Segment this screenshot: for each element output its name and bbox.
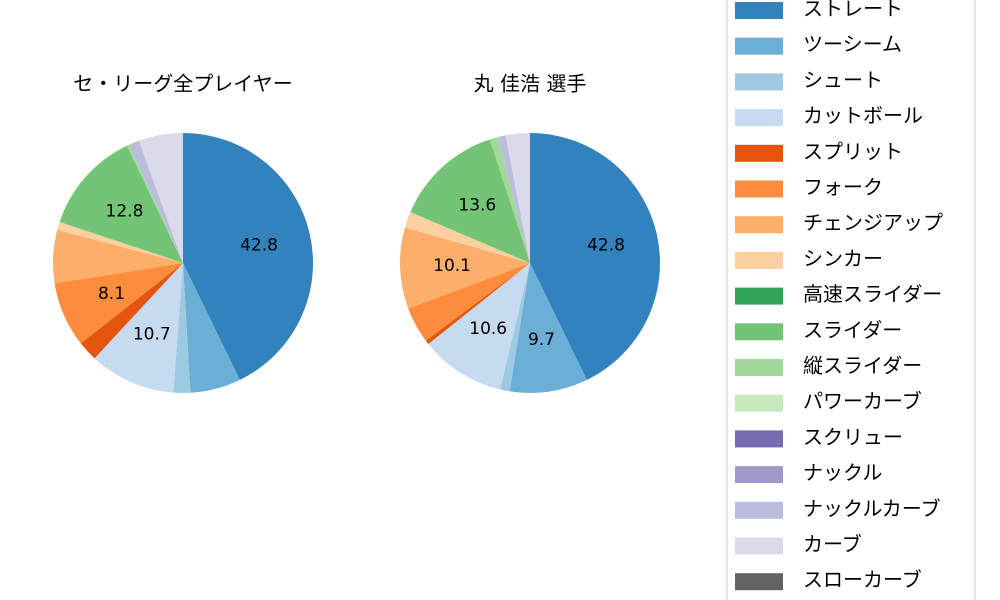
pie-slice [80, 263, 183, 359]
legend-label: スクリュー [803, 425, 903, 449]
pie-slice [183, 263, 240, 393]
pie-slice [57, 222, 183, 263]
legend-label: スライダー [803, 318, 902, 342]
pie-slice [505, 133, 530, 263]
legend-swatch [735, 323, 783, 341]
legend-label: ツーシーム [803, 32, 902, 56]
legend-label: パワーカーブ [803, 389, 922, 413]
pie-slice [53, 229, 183, 284]
legend-swatch [735, 109, 783, 127]
data-label: 13.6 [458, 195, 496, 215]
data-label: 8.1 [98, 284, 125, 304]
pie-slice [425, 263, 530, 344]
legend-label: ナックル [803, 461, 882, 485]
pie-slice [173, 263, 191, 393]
legend-label: 縦スライダー [803, 354, 922, 378]
legend-swatch [735, 180, 783, 198]
data-label: 10.7 [133, 324, 171, 344]
pie-slice [408, 263, 530, 341]
legend-swatch [735, 216, 783, 234]
pie-slice [126, 144, 183, 263]
legend-swatch [735, 394, 783, 412]
legend-swatch [735, 144, 783, 162]
pie-slice [500, 263, 530, 392]
pie-slice [129, 140, 183, 263]
data-label: 12.8 [106, 201, 144, 221]
legend-frame [726, 0, 976, 600]
data-label: 10.6 [469, 319, 507, 339]
pie-slice [410, 139, 530, 263]
legend-label: シンカー [803, 246, 883, 270]
legend-swatch [735, 359, 783, 376]
pie-slice [54, 263, 183, 344]
pie-slice [138, 133, 183, 263]
data-label: 10.1 [433, 256, 471, 276]
pie-slice [94, 263, 183, 393]
legend-label: カーブ [803, 532, 862, 556]
pie-slice [404, 212, 530, 263]
legend-label: スローカーブ [803, 568, 922, 592]
legend-swatch [735, 466, 783, 484]
data-label: 42.8 [587, 236, 625, 256]
legend-swatch [735, 73, 783, 91]
pie-slice [509, 263, 587, 393]
legend-label: チェンジアップ [803, 211, 943, 235]
legend-swatch [735, 251, 783, 269]
legend-swatch [735, 287, 783, 305]
data-label: 42.8 [240, 236, 278, 256]
pie-slice [59, 145, 183, 263]
legend-swatch [735, 430, 783, 448]
legend-label: 高速スライダー [803, 282, 942, 306]
legend-label: カットボール [803, 104, 923, 128]
data-label: 9.7 [528, 330, 555, 350]
legend-label: スプリット [803, 139, 903, 163]
legend-swatch [735, 537, 783, 555]
pie-slice [428, 263, 530, 390]
legend-swatch [735, 501, 783, 519]
pie-slice [399, 227, 530, 309]
pie-slice [497, 135, 530, 263]
legend-label: ナックルカーブ [803, 496, 941, 520]
legend-label: フォーク [803, 175, 883, 199]
chart-title: 丸 佳浩 選手 [474, 72, 587, 96]
legend-swatch [735, 573, 783, 591]
legend-swatch [735, 2, 783, 19]
pie-slice [183, 133, 313, 380]
pie-slice [489, 137, 530, 263]
pie-slice [530, 133, 660, 380]
legend-swatch [735, 37, 783, 55]
legend-label: シュート [803, 68, 883, 92]
legend-label: ストレート [803, 0, 903, 21]
chart-title: セ・リーグ全プレイヤー [73, 72, 292, 96]
